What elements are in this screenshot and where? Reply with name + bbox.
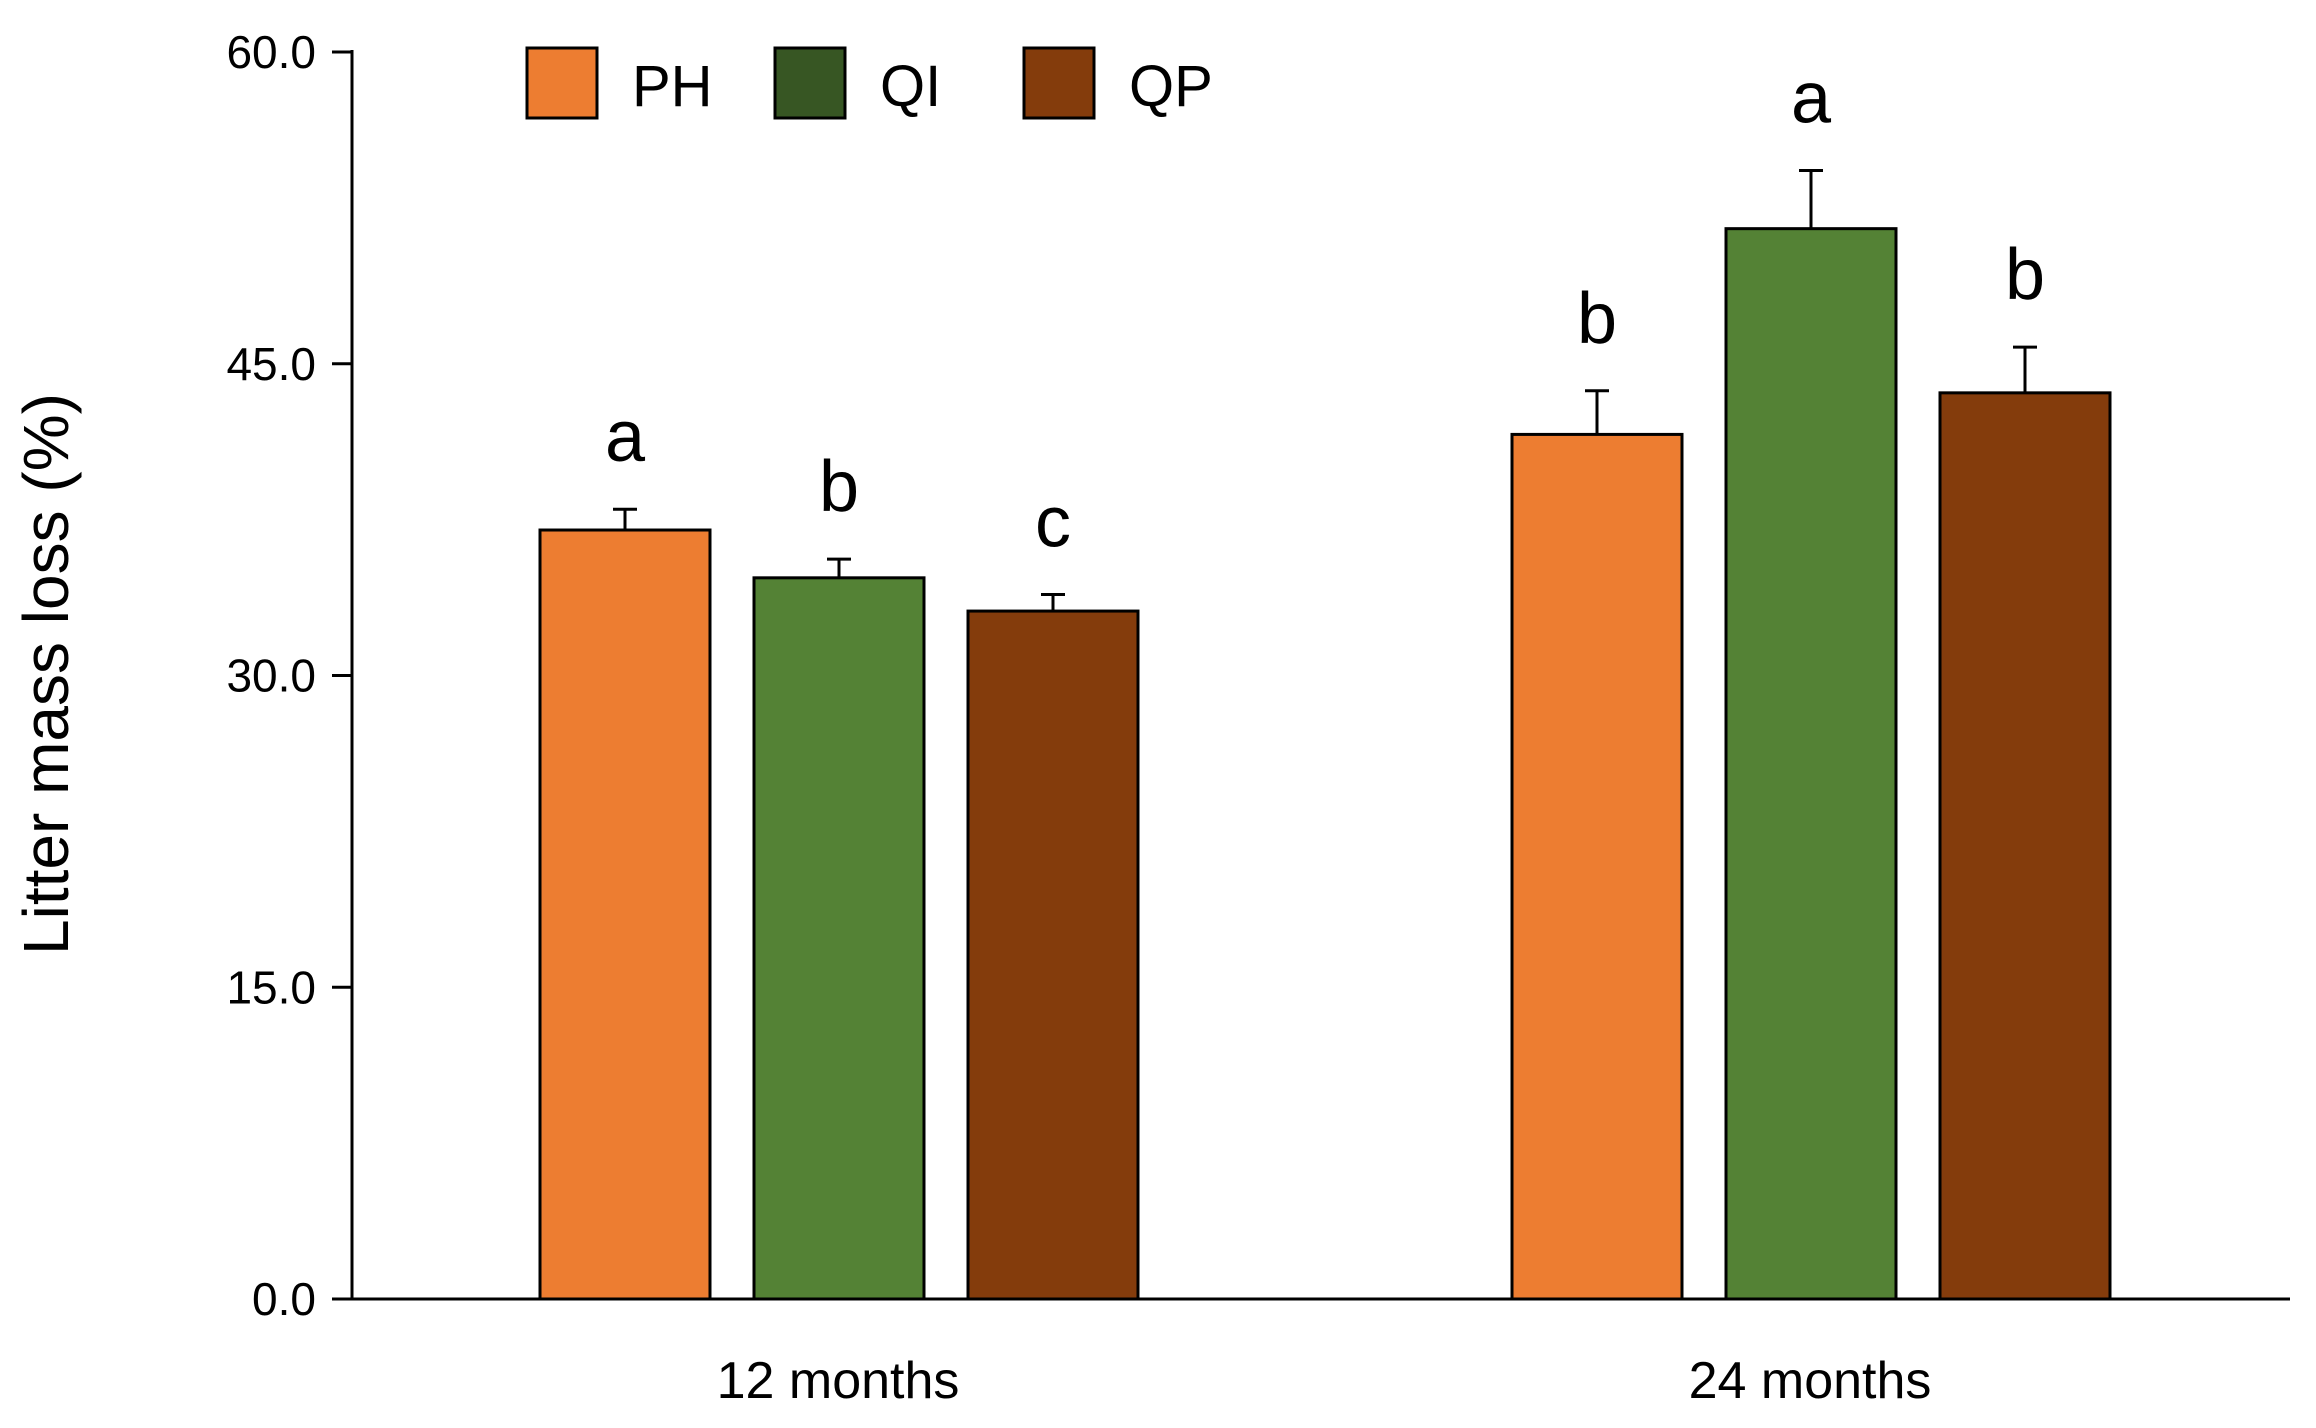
significance-label: c (1035, 482, 1071, 562)
significance-label: b (1577, 279, 1617, 359)
legend-swatch-ph (525, 46, 599, 120)
legend-label-ph: PH (632, 54, 713, 119)
y-tick-label: 30.0 (226, 650, 316, 702)
legend-swatch-qi (773, 46, 847, 120)
y-tick-label: 45.0 (226, 338, 316, 390)
bar-qi-1 (752, 576, 926, 1301)
significance-label: b (819, 447, 859, 527)
x-category-label: 12 months (717, 1352, 960, 1410)
y-tick-label: 60.0 (226, 26, 316, 78)
bar-qi-2 (1724, 227, 1898, 1301)
significance-label: a (605, 397, 646, 477)
bar-ph-1 (538, 528, 712, 1301)
bar-qp-2 (1938, 391, 2112, 1301)
significance-label: b (2005, 235, 2045, 315)
significance-label: a (1791, 58, 1832, 138)
legend-swatch-qp (1022, 46, 1096, 120)
y-tick-label: 15.0 (226, 961, 316, 1013)
x-category-label: 24 months (1689, 1352, 1932, 1410)
legend-label-qi: QI (880, 54, 941, 119)
legend: PH QI QP (525, 46, 1213, 120)
legend-label-qp: QP (1129, 54, 1213, 119)
bar-ph-2 (1510, 432, 1684, 1301)
y-axis-title: Litter mass loss (%) (10, 393, 82, 955)
y-tick-label: 0.0 (252, 1273, 316, 1325)
bars-layer: a b b a c b (538, 58, 2112, 1301)
axes-layer: 0.0 15.0 30.0 45.0 60.0 12 months 24 months (226, 26, 2290, 1410)
bar-qp-1 (966, 609, 1140, 1301)
